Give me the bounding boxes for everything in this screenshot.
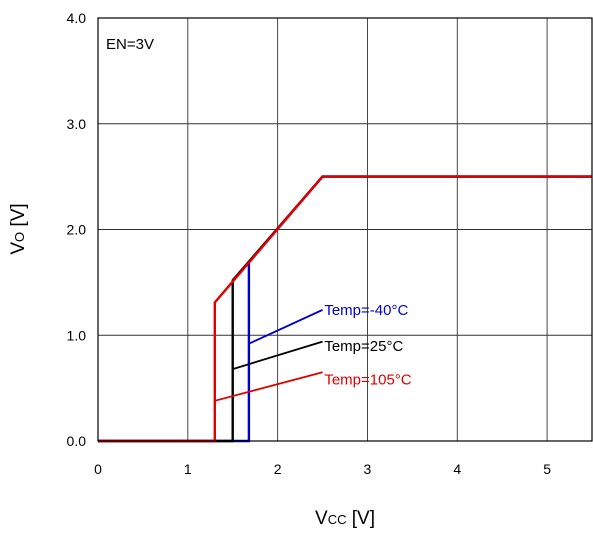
series-label-2: Temp=105°C <box>324 372 411 389</box>
series-leader-line-2 <box>214 371 323 402</box>
x-tick-label: 2 <box>274 461 282 477</box>
y-tick-label: 0.0 <box>67 433 87 449</box>
condition-note: EN=3V <box>106 36 154 53</box>
y-tick-label: 3.0 <box>67 116 87 132</box>
series-labels: Temp=-40°C Temp=25°C Temp=105°C <box>214 302 412 402</box>
x-tick-label: 5 <box>543 461 551 477</box>
series-label-1: Temp=25°C <box>324 338 403 355</box>
y-tick-label: 2.0 <box>67 222 87 238</box>
y-tick-label: 4.0 <box>67 10 87 26</box>
series-leader-line-1 <box>232 340 323 370</box>
x-tick-label: 0 <box>94 461 102 477</box>
series-label-0: Temp=-40°C <box>324 302 408 319</box>
x-axis-label: VCC [V] <box>315 508 375 529</box>
x-tick-label: 4 <box>453 461 461 477</box>
y-tick-label: 1.0 <box>67 327 87 343</box>
x-tick-label: 1 <box>184 461 192 477</box>
series-leader-line-0 <box>248 309 323 345</box>
plot-frame <box>97 17 593 442</box>
x-tick-label: 3 <box>364 461 372 477</box>
tick-labels: 0 1 2 3 4 5 0.0 1.0 2.0 3.0 4.0 <box>67 10 552 477</box>
y-axis-label: VO [V] <box>8 203 29 254</box>
